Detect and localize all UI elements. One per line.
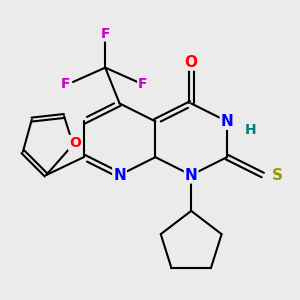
Text: O: O bbox=[69, 136, 81, 150]
Text: F: F bbox=[100, 27, 110, 40]
Text: O: O bbox=[185, 55, 198, 70]
Text: F: F bbox=[138, 77, 148, 91]
Text: F: F bbox=[61, 77, 70, 91]
Text: S: S bbox=[272, 168, 283, 183]
Text: N: N bbox=[220, 114, 233, 129]
Text: H: H bbox=[244, 123, 256, 137]
Text: N: N bbox=[113, 168, 126, 183]
Text: N: N bbox=[185, 168, 198, 183]
